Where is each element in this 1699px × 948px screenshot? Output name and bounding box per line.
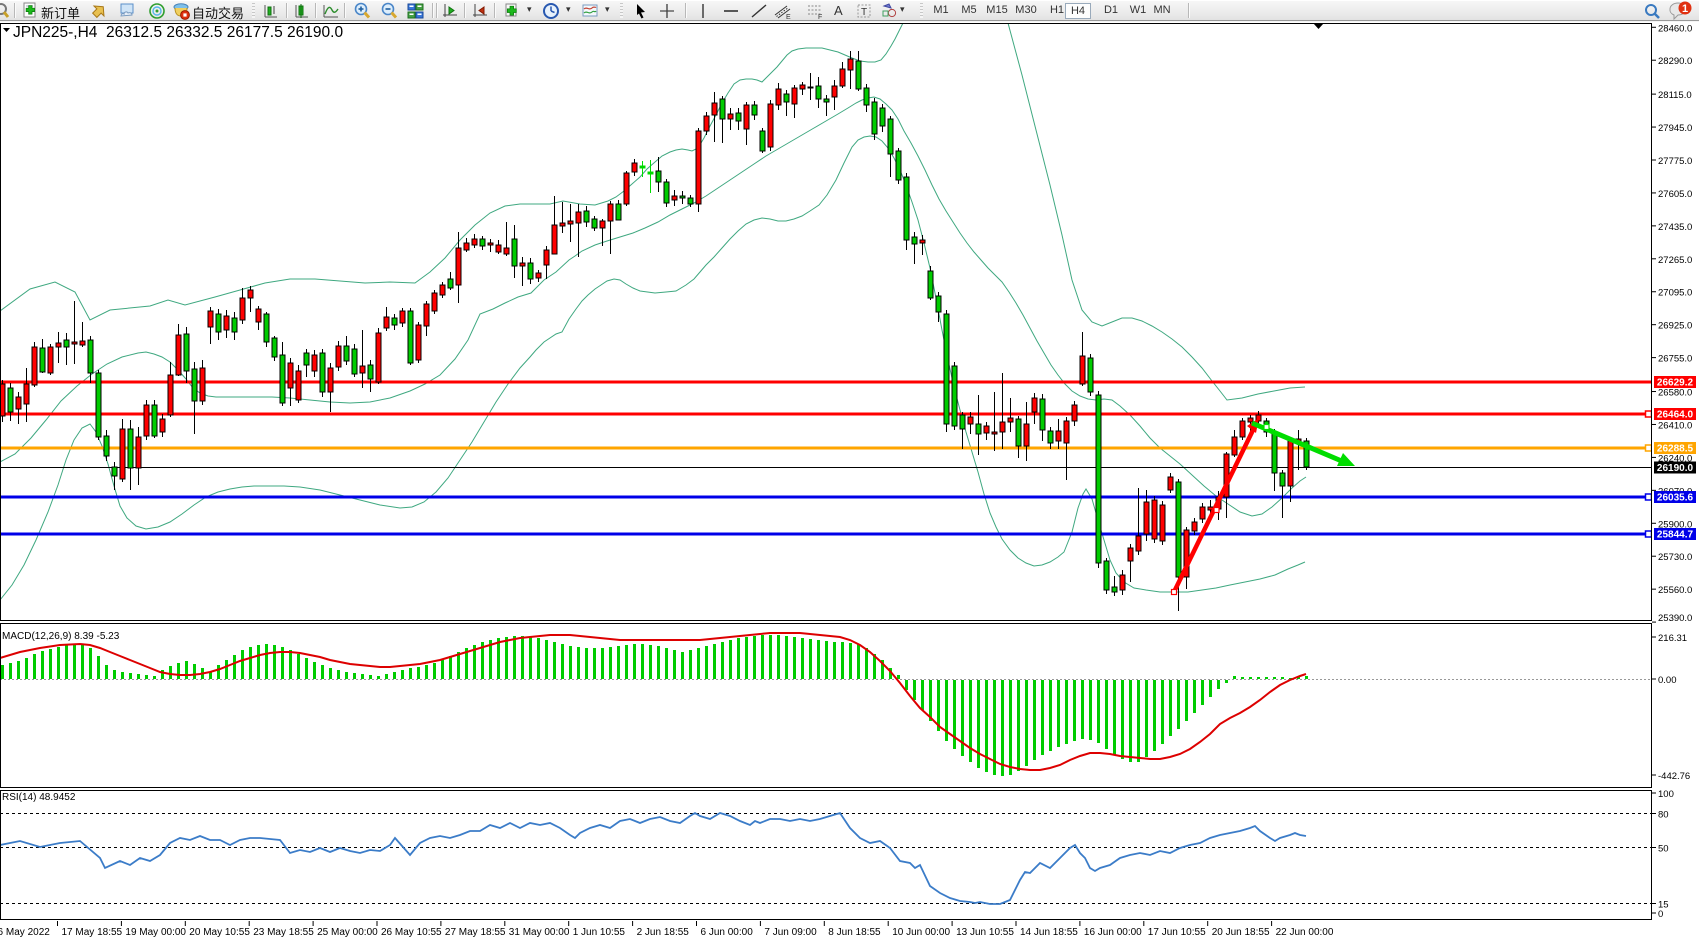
svg-text:26035.6: 26035.6 bbox=[1657, 493, 1694, 504]
svg-text:26464.0: 26464.0 bbox=[1657, 410, 1694, 421]
svg-text:27435.0: 27435.0 bbox=[1658, 222, 1692, 233]
svg-text:16 May 2022: 16 May 2022 bbox=[0, 927, 50, 938]
svg-text:26240.0: 26240.0 bbox=[1658, 453, 1692, 464]
svg-text:27775.0: 27775.0 bbox=[1658, 156, 1692, 167]
svg-text:JPN225-,H4 26312.5 26332.5 26: JPN225-,H4 26312.5 26332.5 26177.5 26190… bbox=[13, 24, 343, 41]
svg-text:28290.0: 28290.0 bbox=[1658, 56, 1692, 67]
svg-text:T: T bbox=[861, 7, 867, 18]
svg-text:80: 80 bbox=[1658, 810, 1669, 821]
svg-text:25 May 00:00: 25 May 00:00 bbox=[317, 927, 378, 938]
svg-text:20 May 10:55: 20 May 10:55 bbox=[189, 927, 250, 938]
svg-text:20 Jun 18:55: 20 Jun 18:55 bbox=[1212, 927, 1270, 938]
svg-text:26925.0: 26925.0 bbox=[1658, 321, 1692, 332]
svg-text:25390.0: 25390.0 bbox=[1658, 613, 1692, 624]
svg-text:-442.76: -442.76 bbox=[1658, 771, 1690, 782]
svg-text:RSI(14) 48.9452: RSI(14) 48.9452 bbox=[2, 792, 76, 803]
svg-text:28460.0: 28460.0 bbox=[1658, 23, 1692, 34]
svg-text:28115.0: 28115.0 bbox=[1658, 90, 1692, 101]
svg-text:19 May 00:00: 19 May 00:00 bbox=[125, 927, 186, 938]
svg-text:26288.5: 26288.5 bbox=[1657, 444, 1694, 455]
svg-text:1 Jun 10:55: 1 Jun 10:55 bbox=[573, 927, 626, 938]
svg-text:14 Jun 18:55: 14 Jun 18:55 bbox=[1020, 927, 1078, 938]
svg-text:15: 15 bbox=[1658, 900, 1669, 911]
svg-text:16 Jun 00:00: 16 Jun 00:00 bbox=[1084, 927, 1142, 938]
svg-text:6 Jun 00:00: 6 Jun 00:00 bbox=[701, 927, 754, 938]
svg-text:27605.0: 27605.0 bbox=[1658, 189, 1692, 200]
svg-text:1: 1 bbox=[1682, 3, 1688, 15]
svg-text:27095.0: 27095.0 bbox=[1658, 288, 1692, 299]
svg-text:17 Jun 10:55: 17 Jun 10:55 bbox=[1148, 927, 1206, 938]
svg-text:31 May 00:00: 31 May 00:00 bbox=[509, 927, 570, 938]
svg-text:0.00: 0.00 bbox=[1658, 675, 1677, 686]
svg-text:25730.0: 25730.0 bbox=[1658, 552, 1692, 563]
svg-text:E: E bbox=[786, 14, 791, 20]
svg-text:22 Jun 00:00: 22 Jun 00:00 bbox=[1276, 927, 1334, 938]
svg-text:50: 50 bbox=[1658, 844, 1669, 855]
svg-text:7 Jun 09:00: 7 Jun 09:00 bbox=[764, 927, 817, 938]
svg-text:25844.7: 25844.7 bbox=[1657, 530, 1694, 541]
svg-text:26629.2: 26629.2 bbox=[1657, 378, 1694, 389]
svg-text:26 May 10:55: 26 May 10:55 bbox=[381, 927, 442, 938]
svg-text:27945.0: 27945.0 bbox=[1658, 123, 1692, 134]
svg-text:216.31: 216.31 bbox=[1658, 633, 1687, 644]
svg-text:100: 100 bbox=[1658, 789, 1674, 800]
svg-text:10 Jun 00:00: 10 Jun 00:00 bbox=[892, 927, 950, 938]
svg-text:26410.0: 26410.0 bbox=[1658, 420, 1692, 431]
svg-text:8 Jun 18:55: 8 Jun 18:55 bbox=[828, 927, 881, 938]
svg-text:23 May 18:55: 23 May 18:55 bbox=[253, 927, 314, 938]
svg-text:2 Jun 18:55: 2 Jun 18:55 bbox=[637, 927, 690, 938]
svg-text:F: F bbox=[818, 14, 822, 20]
svg-text:17 May 18:55: 17 May 18:55 bbox=[62, 927, 123, 938]
svg-text:MACD(12,26,9) 8.39 -5.23: MACD(12,26,9) 8.39 -5.23 bbox=[2, 631, 120, 642]
svg-text:13 Jun 10:55: 13 Jun 10:55 bbox=[956, 927, 1014, 938]
svg-text:25900.0: 25900.0 bbox=[1658, 519, 1692, 530]
svg-text:26190.0: 26190.0 bbox=[1657, 463, 1694, 474]
svg-text:26580.0: 26580.0 bbox=[1658, 388, 1692, 399]
svg-text:27 May 18:55: 27 May 18:55 bbox=[445, 927, 506, 938]
svg-text:27265.0: 27265.0 bbox=[1658, 255, 1692, 266]
svg-text:0: 0 bbox=[1658, 909, 1663, 920]
svg-text:26755.0: 26755.0 bbox=[1658, 354, 1692, 365]
svg-text:25560.0: 25560.0 bbox=[1658, 585, 1692, 596]
